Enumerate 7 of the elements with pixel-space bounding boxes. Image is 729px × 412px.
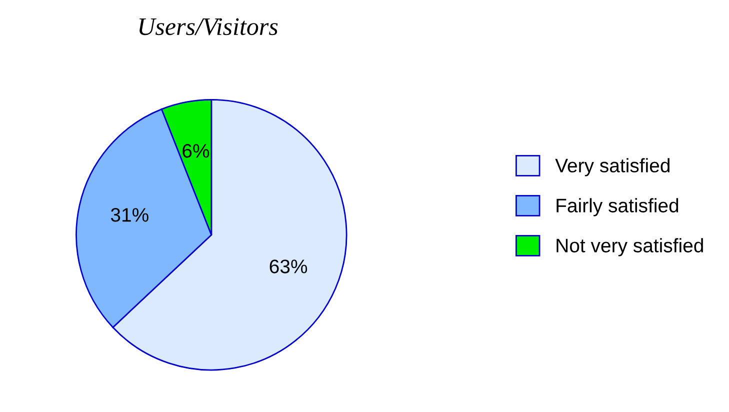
data-label: 6% [182, 144, 210, 158]
data-label: 31% [110, 208, 148, 222]
chart-title: Users/Visitors [139, 18, 278, 36]
data-label: 63% [270, 260, 308, 274]
legend-label: Fairly satisfied [556, 198, 678, 216]
legend-label: Very satisfied [555, 158, 670, 176]
legend-label: Not very satisfied [556, 238, 703, 256]
